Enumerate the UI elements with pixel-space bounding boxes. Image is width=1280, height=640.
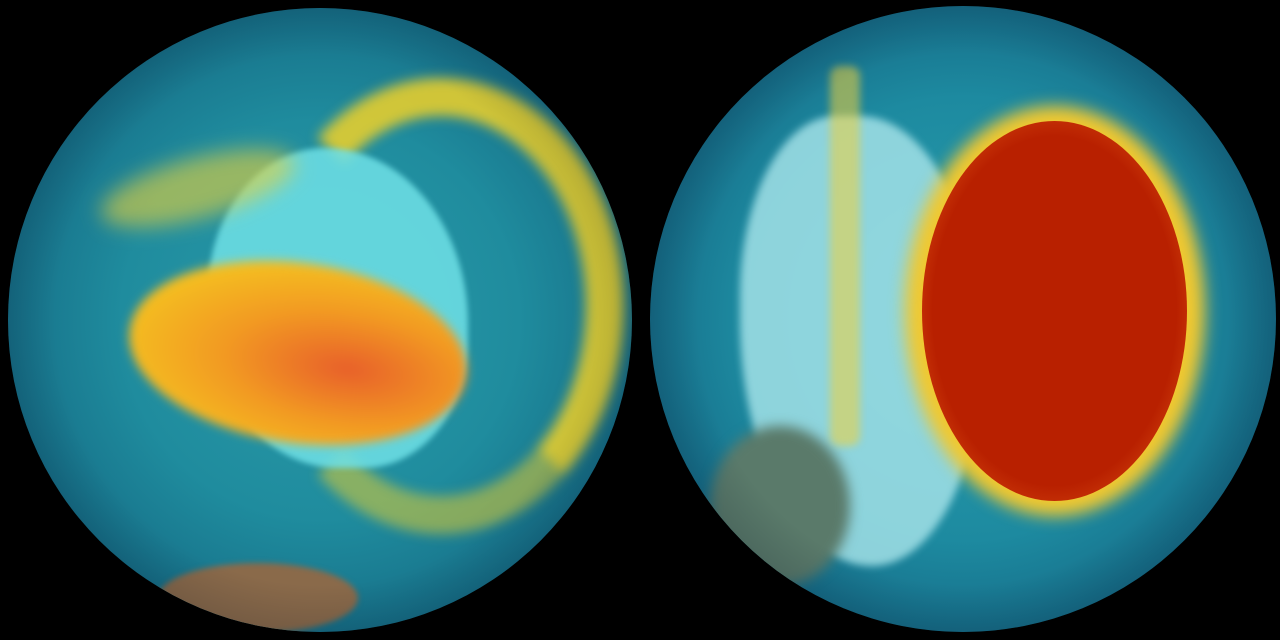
left-globe: [8, 8, 632, 632]
globe-shading: [8, 8, 632, 632]
right-globe: [650, 6, 1276, 632]
globe-shading: [650, 6, 1276, 632]
